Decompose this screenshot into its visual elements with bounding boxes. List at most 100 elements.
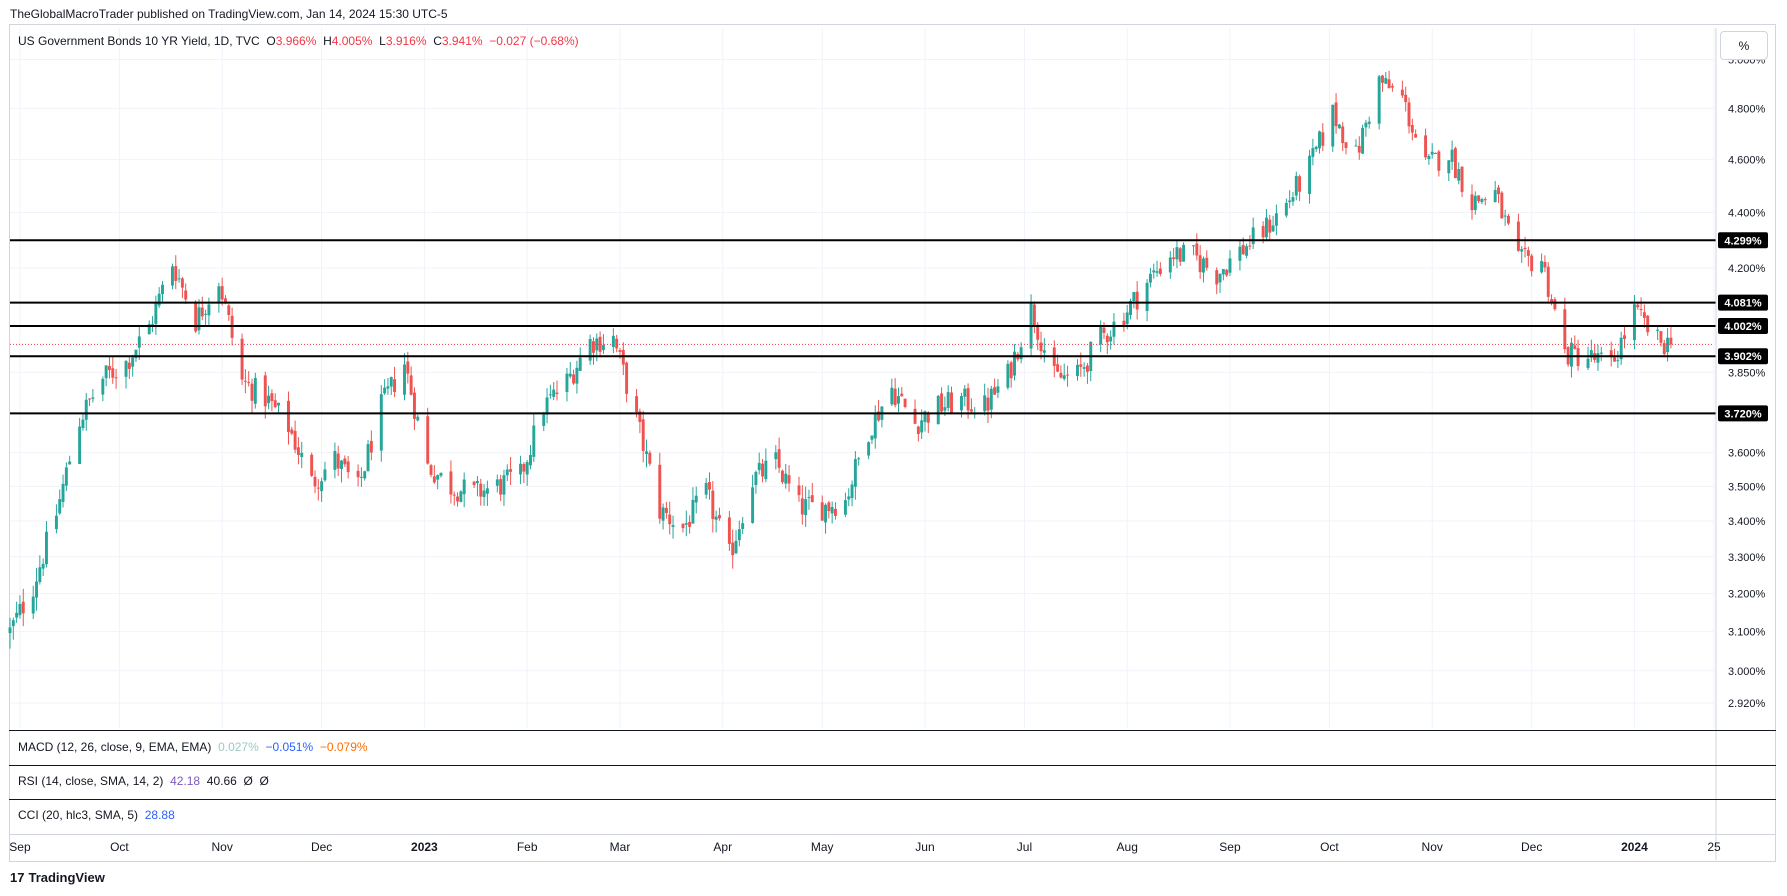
candle-body: [1271, 225, 1275, 232]
candle-body: [1364, 122, 1368, 128]
candle-body: [131, 357, 135, 367]
candle-body: [1228, 258, 1232, 273]
candle-body: [993, 387, 997, 395]
candle-body: [834, 508, 837, 516]
y-tick-label: 3.400%: [1728, 516, 1766, 528]
y-tick-label: 4.200%: [1728, 263, 1766, 275]
candle-body: [15, 612, 19, 618]
candle-body: [751, 487, 755, 523]
macd-histogram-value: −0.079%: [319, 740, 368, 754]
candle-body: [436, 475, 440, 480]
y-tick-label: 3.850%: [1728, 367, 1766, 379]
x-tick-label: Apr: [713, 840, 732, 854]
candle-body: [1642, 312, 1646, 318]
candle-body: [356, 470, 360, 478]
x-tick-label: Sep: [9, 840, 31, 854]
candle-body: [393, 379, 397, 392]
candle-body: [1404, 94, 1408, 103]
candle-body: [31, 596, 35, 614]
candle-body: [1477, 195, 1481, 202]
candle-body: [462, 479, 466, 495]
cci-legend: CCI (20, hlc3, SMA, 5) 28.88: [18, 808, 175, 822]
candle-body: [1569, 342, 1573, 367]
candle-body: [734, 540, 738, 554]
tradingview-logo[interactable]: 17 TradingView: [10, 870, 105, 885]
candle-body: [177, 278, 181, 280]
candle-body: [519, 463, 523, 475]
x-tick-label: 2023: [411, 840, 438, 854]
candle-body: [439, 472, 443, 476]
candle-body: [548, 394, 552, 396]
candle-body: [277, 402, 280, 406]
candle-body: [1105, 335, 1109, 343]
candle-body: [1414, 134, 1418, 138]
candle-body: [959, 396, 963, 411]
candle-body: [850, 484, 854, 498]
candle-body: [1427, 155, 1431, 160]
candle-body: [877, 411, 881, 421]
candle-body: [1546, 266, 1550, 297]
candle-body: [509, 469, 513, 472]
candle-body: [383, 387, 387, 394]
level-price-tag: [1718, 232, 1768, 249]
candle-body: [711, 490, 715, 520]
candle-body: [81, 419, 85, 428]
candle-body: [598, 336, 602, 352]
candle-body: [691, 499, 695, 524]
candle-body: [1460, 166, 1464, 192]
cci-pane-separator[interactable]: [9, 799, 1776, 800]
candle-body: [661, 507, 665, 521]
candle-body: [1666, 337, 1670, 353]
candle-body: [664, 507, 668, 513]
candle-body: [688, 521, 692, 527]
candle-body: [313, 476, 317, 487]
rsi-upper-band-value: Ø: [243, 774, 253, 788]
candle-body: [1639, 308, 1643, 310]
candle-body: [797, 485, 801, 496]
candle-body: [267, 395, 271, 404]
candle-body: [1586, 358, 1590, 368]
candle-body: [1201, 258, 1205, 273]
y-tick-label: 3.500%: [1728, 481, 1766, 493]
candle-body: [1354, 145, 1358, 147]
candle-body: [68, 461, 72, 465]
candle-body: [1480, 199, 1484, 202]
candle-body: [174, 266, 178, 281]
candle-body: [873, 412, 877, 439]
candle-body: [1218, 273, 1222, 283]
candle-body: [595, 338, 599, 351]
candle-body: [310, 454, 314, 476]
rsi-pane-separator[interactable]: [9, 765, 1776, 766]
candle-layer: [8, 70, 1673, 649]
macd-pane-separator[interactable]: [9, 730, 1776, 731]
candle-body: [1155, 271, 1159, 273]
candle-body: [694, 495, 698, 503]
x-tick-label: Dec: [1521, 840, 1542, 854]
candle-body: [545, 397, 549, 415]
candle-body: [1245, 246, 1249, 256]
candle-body: [485, 488, 489, 494]
candle-body: [346, 461, 350, 473]
candle-body: [807, 496, 811, 498]
candle-body: [1341, 126, 1345, 144]
candle-body: [1251, 227, 1255, 245]
percent-scale-button[interactable]: %: [1720, 31, 1768, 60]
candle-body: [1129, 300, 1132, 316]
x-tick-label: Jun: [915, 840, 934, 854]
candle-body: [1076, 364, 1079, 377]
candle-body: [774, 452, 778, 460]
candle-body: [154, 303, 158, 324]
level-price-tag: [1718, 348, 1768, 365]
candle-body: [1152, 270, 1156, 273]
candle-body: [243, 380, 247, 382]
y-tick-label: 3.100%: [1728, 627, 1766, 639]
candle-body: [8, 627, 12, 634]
x-tick-label: Oct: [1320, 840, 1339, 854]
candle-body: [1530, 255, 1534, 272]
candle-body: [1669, 337, 1673, 345]
candle-body: [542, 414, 546, 426]
candle-body: [1450, 149, 1454, 162]
candle-body: [18, 603, 22, 616]
candle-body: [389, 377, 393, 387]
